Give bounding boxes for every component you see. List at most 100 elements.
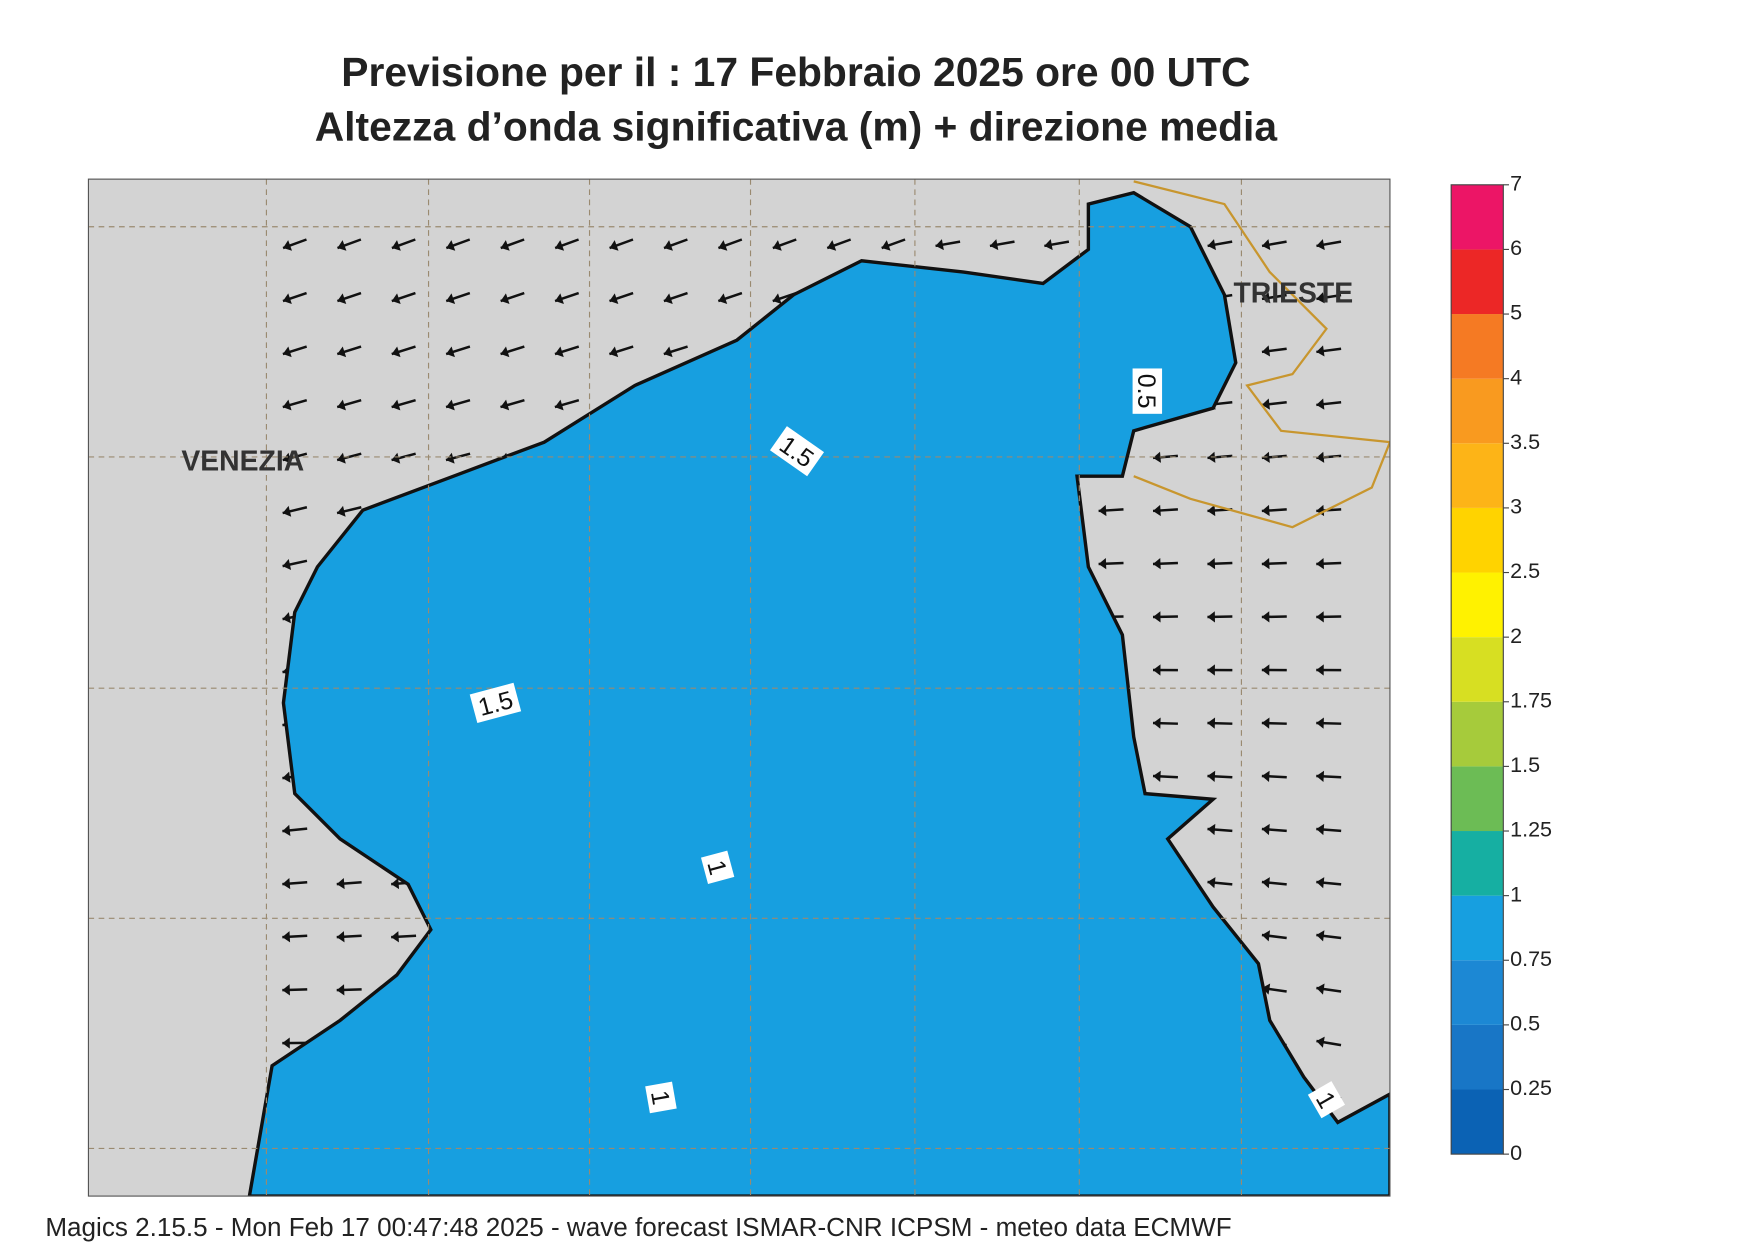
arrow — [1152, 717, 1178, 729]
arrow-head — [609, 346, 619, 358]
arrow — [1261, 877, 1287, 889]
map-frame — [87, 178, 1391, 1197]
arrow-head — [282, 984, 290, 996]
arrow-head — [555, 293, 564, 304]
arrow-head — [336, 984, 345, 996]
arrow-head — [609, 293, 619, 304]
arrow-head — [1261, 292, 1271, 304]
colorbar-tick-label: 1 — [1510, 882, 1522, 906]
arrow — [554, 291, 580, 304]
arrow-head — [772, 293, 782, 304]
arrow — [1261, 398, 1287, 410]
grid-lines — [88, 179, 1390, 1197]
arrow-head — [1261, 611, 1270, 623]
arrow-head — [282, 877, 291, 890]
arrow-head — [337, 346, 347, 358]
arrow — [337, 238, 362, 251]
arrow-head — [282, 771, 291, 783]
colorbar-tick-label: 7 — [1510, 171, 1522, 195]
arrow-head — [446, 293, 456, 304]
arrow-head — [391, 877, 400, 890]
arrow-head — [445, 452, 455, 464]
arrow-head — [1261, 930, 1271, 942]
arrow — [500, 238, 525, 251]
arrow-head — [337, 399, 346, 411]
arrow-head — [1316, 239, 1325, 251]
arrow — [1098, 558, 1124, 570]
arrow — [500, 398, 525, 411]
arrow — [445, 238, 471, 251]
arrow-head — [827, 240, 837, 251]
arrow-head — [1152, 664, 1161, 676]
arrow — [1316, 877, 1342, 889]
arrow — [336, 398, 362, 411]
colorbar-band — [1451, 960, 1504, 1025]
arrow — [717, 291, 743, 304]
colorbar-tick-label: 0.25 — [1510, 1076, 1552, 1100]
colorbar-band — [1451, 184, 1504, 250]
arrow — [1261, 239, 1287, 251]
arrow-head — [500, 240, 510, 251]
arrow-head — [1316, 717, 1324, 729]
arrow-head — [1207, 558, 1216, 570]
arrow — [1261, 717, 1287, 729]
arrow — [1316, 345, 1342, 357]
colorbar-frame — [1450, 184, 1504, 1155]
colorbar-tick-label: 2.5 — [1510, 559, 1540, 583]
arrow-head — [336, 931, 345, 943]
colorbar-tick-label: 1.5 — [1510, 753, 1540, 777]
arrow — [1207, 239, 1233, 251]
colorbar-band — [1451, 378, 1504, 444]
colorbar-tick-label: 1.75 — [1510, 688, 1552, 712]
arrow — [391, 452, 416, 464]
arrow — [1207, 664, 1233, 676]
arrow — [282, 345, 308, 358]
arrow-head — [1316, 611, 1324, 623]
arrow-head — [555, 240, 565, 251]
arrow-head — [1316, 558, 1324, 570]
arrow-head — [1261, 717, 1270, 729]
arrow-head — [282, 346, 292, 358]
arrow-head — [500, 293, 510, 304]
arrow — [282, 398, 308, 411]
arrow-head — [500, 346, 510, 358]
arrow — [1207, 877, 1233, 889]
colorbar-tick-label: 1.25 — [1510, 818, 1552, 842]
title-line1: Previsione per il : 17 Febbraio 2025 ore… — [341, 49, 1250, 95]
arrow — [826, 238, 852, 251]
footer: Magics 2.15.5 - Mon Feb 17 00:47:48 2025… — [45, 1212, 1231, 1242]
arrow — [445, 398, 471, 411]
arrow — [282, 291, 307, 304]
arrow-head — [446, 346, 455, 358]
arrow-head — [1316, 664, 1324, 676]
arrow — [1261, 930, 1287, 942]
colorbar-band — [1451, 701, 1504, 767]
arrow-head — [1316, 1036, 1325, 1048]
arrow-head — [1044, 239, 1053, 251]
arrow-head — [337, 293, 347, 304]
arrow — [1261, 504, 1287, 517]
arrow-head — [282, 931, 291, 943]
arrow — [1316, 823, 1342, 836]
arrow — [663, 345, 688, 358]
place-label: VENEZIA — [181, 445, 304, 477]
arrow-head — [1262, 239, 1271, 251]
arrow — [989, 239, 1015, 251]
arrow — [1261, 664, 1287, 676]
arrow-head — [1261, 823, 1270, 836]
grid — [88, 179, 1390, 1197]
colorbar-tick-label: 3.5 — [1510, 430, 1540, 454]
arrow-head — [1207, 877, 1216, 889]
arrow — [336, 291, 362, 304]
arrow — [717, 238, 743, 251]
arrow-head — [391, 931, 399, 943]
arrow-head — [1261, 558, 1270, 570]
arrow — [1261, 823, 1287, 836]
arrow — [282, 877, 308, 890]
arrow — [1316, 717, 1342, 729]
arrow-head — [282, 452, 292, 464]
arrow — [391, 238, 416, 251]
arrow — [336, 984, 362, 996]
arrow — [1316, 930, 1342, 942]
arrow-head — [1207, 770, 1216, 782]
